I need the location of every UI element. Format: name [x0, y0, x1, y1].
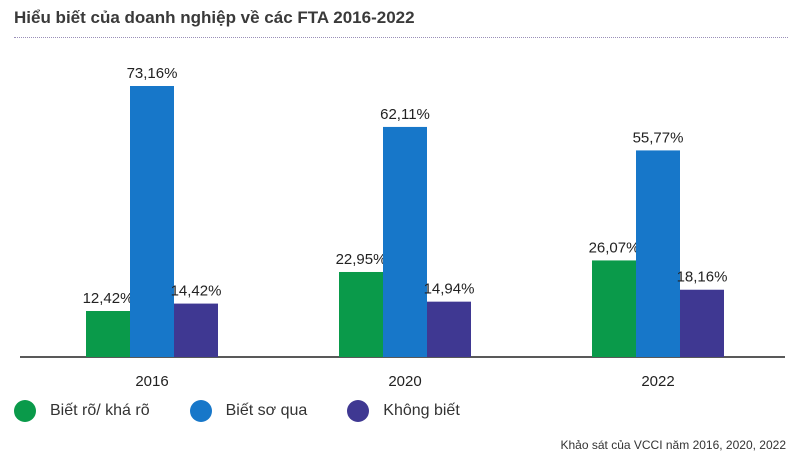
bar-2016-series-2	[130, 86, 174, 357]
legend-item-2: Biết sơ qua	[189, 400, 308, 422]
legend-swatch-3	[347, 400, 370, 422]
bar-2020-series-2	[383, 126, 427, 357]
x-tick-label-2022: 2022	[641, 373, 674, 390]
data-label-2020-series-3: 14,94%	[424, 281, 475, 298]
legend: Biết rõ/ khá rõ Biết sơ qua Không biết	[14, 400, 500, 422]
legend-item-3: Không biết	[347, 400, 460, 422]
legend-label-2: Biết sơ qua	[225, 402, 308, 419]
data-label-2022-series-1: 26,07%	[589, 239, 640, 256]
bar-2016-series-1	[86, 310, 130, 357]
legend-swatch-1	[14, 400, 36, 422]
legend-label-3: Không biết	[383, 402, 460, 419]
title-divider	[14, 37, 788, 38]
data-label-2016-series-3: 14,42%	[171, 283, 222, 300]
legend-item-1: Biết rõ/ khá rõ	[14, 400, 150, 422]
data-label-2016-series-2: 73,16%	[127, 65, 178, 82]
bar-chart: 12,42% 73,16% 14,42% 2016 22,95% 62,11% 14,94%…	[20, 65, 785, 390]
x-tick-label-2016: 2016	[135, 373, 168, 390]
data-label-2016-series-1: 12,42%	[83, 290, 134, 307]
source-note: Khảo sát của VCCI năm 2016, 2020, 2022	[560, 438, 787, 452]
bar-2020-series-1	[339, 271, 383, 357]
data-label-2020-series-2: 62,11%	[380, 106, 430, 123]
bar-2016-series-3	[174, 303, 218, 357]
bar-2020-series-3	[427, 301, 471, 357]
bar-2022-series-1	[592, 260, 636, 357]
x-tick-label-2020: 2020	[388, 373, 421, 390]
data-label-2022-series-2: 55,77%	[633, 129, 684, 146]
bar-2022-series-3	[680, 289, 724, 357]
data-label-2020-series-1: 22,95%	[336, 251, 387, 268]
legend-swatch-2	[189, 400, 212, 422]
bar-2022-series-2	[636, 150, 680, 357]
chart-title: Hiểu biết của doanh nghiệp về các FTA 20…	[14, 8, 415, 27]
legend-label-1: Biết rõ/ khá rõ	[50, 402, 150, 419]
data-label-2022-series-3: 18,16%	[677, 269, 728, 286]
